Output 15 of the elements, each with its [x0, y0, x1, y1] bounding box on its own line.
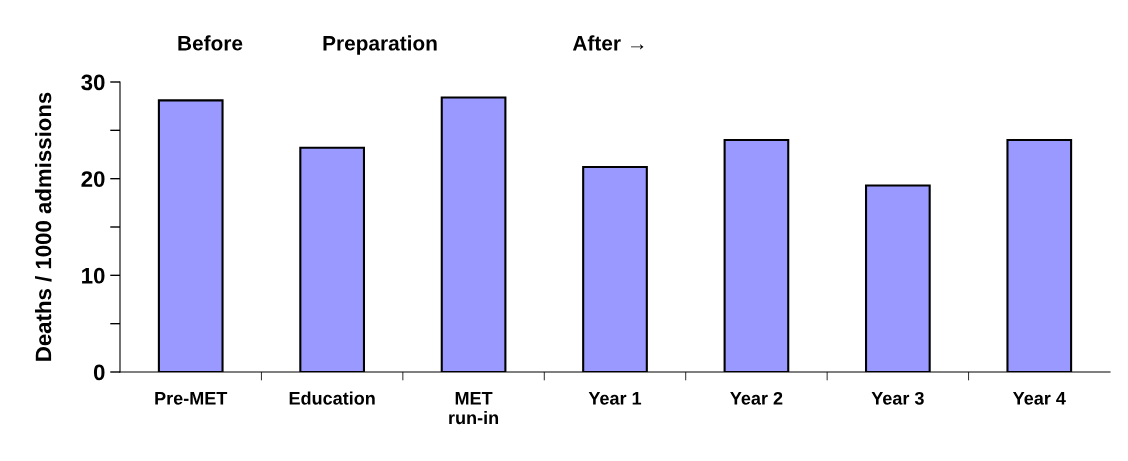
y-axis-title: Deaths / 1000 admissions — [34, 92, 52, 361]
x-tick-label: Education — [289, 391, 375, 405]
y-tick-label: 20 — [81, 171, 105, 187]
text: Preparation — [323, 35, 437, 55]
x-tick-label: Year 4 — [1012, 392, 1066, 405]
x-tick-label: Pre-MET — [155, 392, 228, 405]
x-tick-label: Year 2 — [730, 391, 783, 405]
text: After → — [572, 35, 644, 51]
x-tick-label: Year 3 — [871, 391, 924, 405]
y-tick-label: 10 — [82, 267, 105, 284]
x-tick-label: Year 1 — [588, 392, 642, 405]
y-tick-label: 30 — [81, 74, 105, 91]
text: Before — [178, 35, 243, 51]
x-tick-label: MET run-in — [449, 392, 499, 425]
y-tick-label: 0 — [93, 364, 105, 381]
